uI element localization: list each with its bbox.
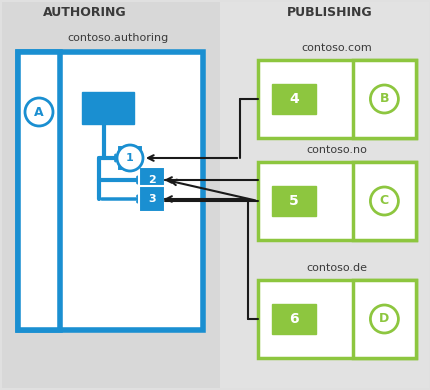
Bar	[258, 162, 415, 240]
Bar	[271, 83, 315, 114]
Bar	[18, 52, 203, 330]
Text: PUBLISHING: PUBLISHING	[286, 5, 372, 18]
Bar	[219, 2, 428, 388]
Text: contoso.de: contoso.de	[306, 263, 367, 273]
Circle shape	[369, 85, 397, 113]
Text: 3: 3	[148, 194, 156, 204]
Bar	[258, 60, 415, 138]
Bar	[82, 92, 134, 124]
Text: 2: 2	[148, 175, 156, 185]
Text: AUTHORING: AUTHORING	[43, 5, 126, 18]
Bar	[117, 145, 143, 171]
Bar	[352, 162, 415, 240]
Bar	[139, 186, 165, 212]
Bar	[2, 2, 219, 388]
Text: contoso.no: contoso.no	[306, 145, 367, 155]
Circle shape	[117, 145, 143, 171]
Text: contoso.com: contoso.com	[301, 43, 372, 53]
Text: 1: 1	[126, 153, 134, 163]
Bar	[18, 52, 60, 330]
Text: B: B	[379, 92, 388, 106]
Bar	[271, 303, 315, 334]
Bar	[352, 280, 415, 358]
Text: 1: 1	[126, 153, 134, 163]
Text: 4: 4	[289, 92, 298, 106]
Text: A: A	[34, 106, 44, 119]
Text: 5: 5	[289, 194, 298, 208]
Bar	[258, 280, 415, 358]
Bar	[271, 186, 315, 216]
Text: C: C	[379, 195, 388, 207]
Text: 6: 6	[289, 312, 298, 326]
Circle shape	[369, 305, 397, 333]
Circle shape	[369, 187, 397, 215]
Bar	[352, 60, 415, 138]
Circle shape	[25, 98, 53, 126]
Text: D: D	[378, 312, 389, 326]
Bar	[139, 167, 165, 193]
Text: contoso.authoring: contoso.authoring	[67, 33, 168, 43]
